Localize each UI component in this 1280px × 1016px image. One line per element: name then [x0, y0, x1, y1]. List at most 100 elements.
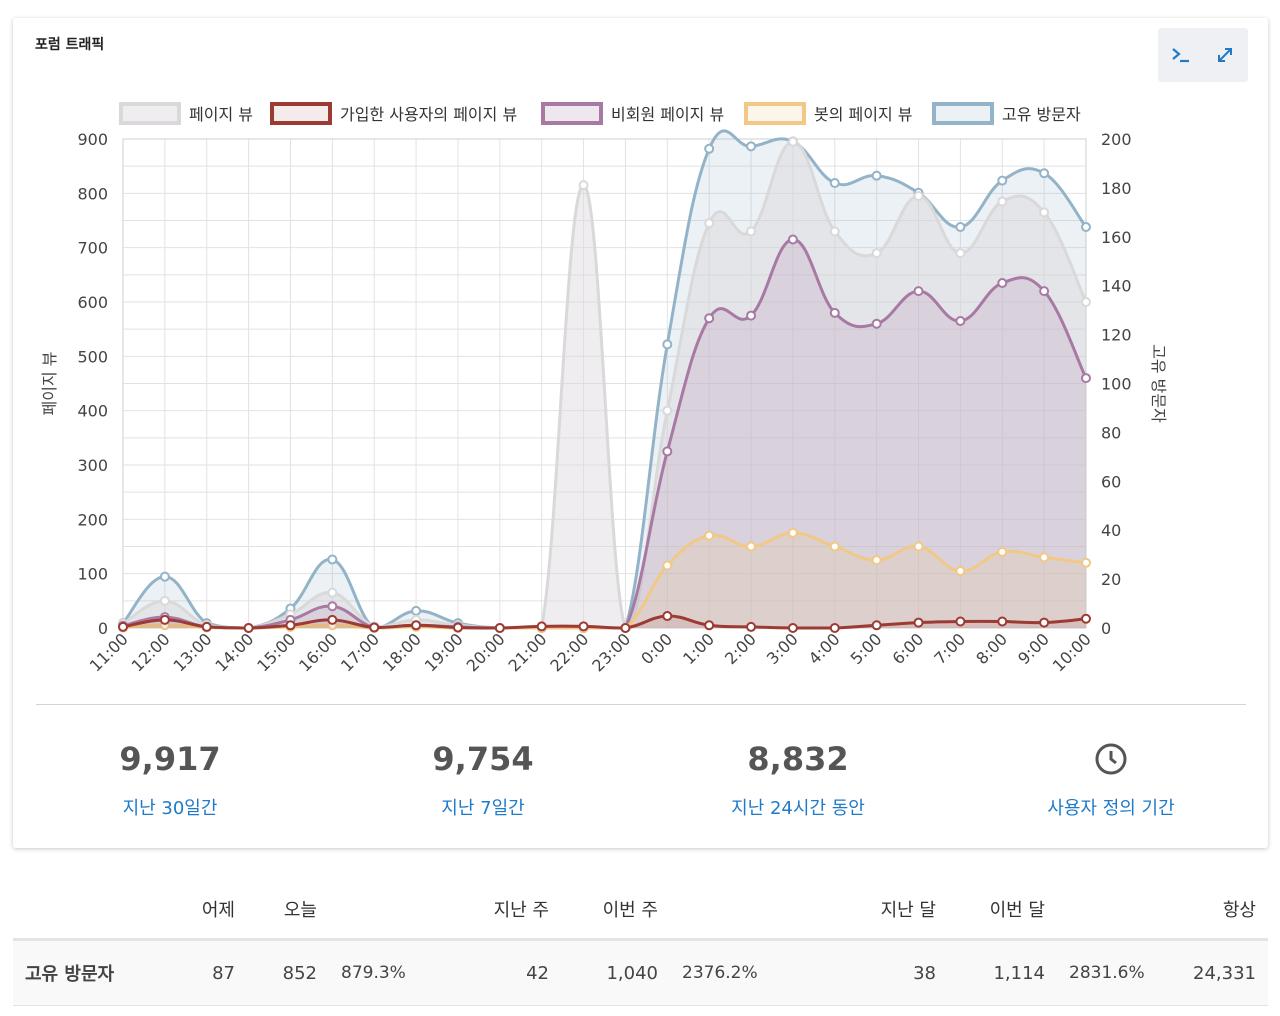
divider: [36, 704, 1246, 705]
legend-swatch-unique-visitors: [932, 102, 994, 125]
panel-toolbar: [1158, 28, 1248, 82]
pageviews-point: [662, 405, 673, 416]
bot-pageviews-point: [829, 541, 840, 552]
x-tick-label: 1:00: [679, 629, 718, 668]
y-tick-label: 400: [77, 402, 108, 421]
registered-pageviews-point: [578, 621, 589, 632]
table-header-row: 어제 오늘 지난 주 이번 주 지난 달 이번 달 항상: [13, 880, 1268, 941]
stat-7days-link[interactable]: 지난 7일간: [441, 798, 525, 819]
registered-pageviews-point: [1039, 617, 1050, 628]
y2-tick-label: 120: [1101, 326, 1132, 345]
x-tick-label: 0:00: [637, 629, 676, 668]
col-all-time: 항상: [1147, 880, 1268, 941]
registered-pageviews-point: [285, 620, 296, 631]
y2-tick-label: 180: [1101, 179, 1132, 198]
unique-visitors-point: [871, 170, 882, 181]
y-tick-label: 100: [77, 565, 108, 584]
y-tick-label: 200: [77, 510, 108, 529]
stat-value: 9,754: [432, 740, 534, 778]
pageviews-point: [704, 218, 715, 229]
x-tick-label: 21:00: [504, 629, 550, 675]
y2-tick-label: 100: [1101, 375, 1132, 394]
cell-week-growth: 2376.2%: [658, 939, 816, 1006]
anonymous-pageviews-point: [955, 316, 966, 327]
anonymous-pageviews-point: [871, 318, 882, 329]
expand-icon[interactable]: [1212, 42, 1238, 68]
registered-pageviews-point: [118, 621, 128, 632]
registered-pageviews-point: [201, 621, 212, 632]
legend-label-registered-pageviews: 가입한 사용자의 페이지 뷰: [340, 105, 517, 124]
bot-pageviews-point: [871, 555, 882, 566]
registered-pageviews-point: [955, 616, 966, 627]
bot-pageviews-point: [787, 527, 798, 538]
x-tick-label: 20:00: [463, 629, 509, 675]
pageviews-point: [1039, 207, 1050, 218]
anonymous-pageviews-line: [122, 238, 1088, 630]
x-tick-label: 15:00: [253, 629, 299, 675]
y2-tick-label: 60: [1101, 472, 1121, 491]
clock-icon[interactable]: [981, 736, 1241, 782]
stat-30days-link[interactable]: 지난 30일간: [122, 798, 218, 819]
y-axis-label: 페이지 뷰: [40, 352, 59, 416]
registered-pageviews-point: [243, 623, 254, 633]
pageviews-area: [123, 141, 1086, 628]
y-tick-label: 300: [77, 456, 108, 475]
cell-month-growth: 2831.6%: [1045, 939, 1147, 1006]
stat-24hours-link[interactable]: 지난 24시간 동안: [731, 798, 865, 819]
bot-pageviews-point: [1081, 557, 1091, 568]
bot-pageviews-point: [746, 541, 757, 552]
registered-pageviews-point: [1081, 613, 1091, 624]
registered-pageviews-point: [369, 622, 380, 633]
x-tick-label: 12:00: [128, 629, 174, 675]
y2-tick-label: 160: [1101, 228, 1132, 247]
y2-tick-label: 140: [1101, 277, 1132, 296]
col-last-week: 지난 주: [429, 880, 549, 941]
y2-tick-label: 80: [1101, 423, 1121, 442]
y-tick-label: 500: [77, 347, 108, 366]
unique-visitors-point: [997, 175, 1008, 186]
anonymous-pageviews-point: [829, 307, 840, 318]
y-tick-label: 0: [98, 619, 108, 638]
custom-range-link[interactable]: 사용자 정의 기간: [1047, 798, 1175, 819]
col-yesterday: 어제: [163, 880, 235, 941]
cell-last-month: 38: [816, 939, 936, 1006]
unique-visitors-point: [411, 605, 422, 616]
x-tick-label: 5:00: [847, 629, 886, 668]
pageviews-point: [746, 226, 757, 237]
registered-pageviews-point: [536, 621, 547, 632]
x-tick-label: 3:00: [763, 629, 802, 668]
terminal-icon[interactable]: [1168, 42, 1194, 68]
stat-value: 9,917: [119, 740, 221, 778]
registered-pageviews-point: [620, 623, 631, 633]
bot-pageviews-area: [123, 532, 1086, 628]
y-tick-label: 800: [77, 184, 108, 203]
x-tick-label: 8:00: [972, 629, 1011, 668]
unique-visitors-point: [662, 339, 673, 350]
legend-label-unique-visitors: 고유 방문자: [1002, 105, 1081, 124]
x-tick-label: 23:00: [588, 629, 634, 675]
x-tick-label: 13:00: [170, 629, 216, 675]
x-tick-label: 18:00: [379, 629, 425, 675]
anonymous-pageviews-point: [1039, 286, 1050, 297]
stat-24hours: 8,832 지난 24시간 동안: [668, 736, 928, 820]
x-tick-label: 11:00: [86, 629, 132, 675]
col-today: 오늘: [235, 880, 317, 941]
anonymous-pageviews-point: [704, 313, 715, 324]
col-last-month: 지난 달: [816, 880, 936, 941]
stat-custom: 사용자 정의 기간: [981, 736, 1241, 820]
pageviews-point: [787, 136, 798, 147]
legend-swatch-anonymous-pageviews: [541, 102, 603, 125]
x-tick-label: 7:00: [930, 629, 969, 668]
y2-tick-label: 0: [1101, 619, 1111, 638]
x-tick-label: 14:00: [211, 629, 257, 675]
registered-pageviews-point: [159, 614, 170, 625]
y2-tick-label: 200: [1101, 130, 1132, 149]
row-label: 고유 방문자: [13, 939, 163, 1006]
registered-pageviews-point: [913, 617, 924, 628]
traffic-chart: 0 100 200 300 400 500 600 700 800 900 0 20 40 60 80 100…: [40, 102, 1168, 675]
pageviews-point: [871, 248, 882, 259]
y2-tick-label: 40: [1101, 521, 1121, 540]
anonymous-pageviews-point: [746, 310, 757, 321]
cell-yesterday: 87: [163, 939, 235, 1006]
bot-pageviews-point: [913, 541, 924, 552]
